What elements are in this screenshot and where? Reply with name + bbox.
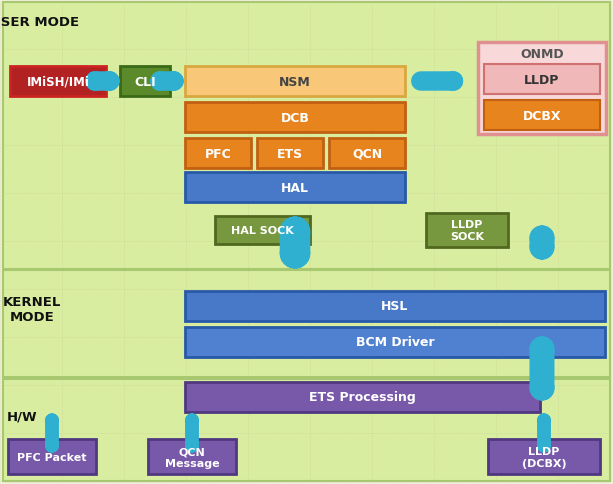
- Bar: [185, 327, 605, 357]
- Bar: [484, 65, 600, 95]
- Text: LLDP
SOCK: LLDP SOCK: [450, 220, 484, 242]
- Bar: [426, 213, 508, 247]
- Bar: [120, 67, 170, 97]
- Text: QCN
Message: QCN Message: [165, 446, 219, 468]
- Text: PFC: PFC: [205, 147, 231, 160]
- Text: DCB: DCB: [281, 111, 310, 124]
- Text: HAL: HAL: [281, 181, 309, 194]
- Bar: [488, 439, 600, 474]
- Bar: [185, 173, 405, 203]
- Bar: [3, 271, 610, 377]
- Bar: [215, 216, 310, 244]
- Bar: [257, 139, 323, 168]
- Bar: [329, 139, 405, 168]
- Bar: [3, 3, 610, 270]
- Text: USER MODE: USER MODE: [0, 16, 80, 30]
- Text: ONMD: ONMD: [520, 48, 564, 61]
- Text: BCM Driver: BCM Driver: [356, 336, 435, 349]
- Text: HAL SOCK: HAL SOCK: [230, 226, 294, 236]
- Text: HSL: HSL: [381, 300, 409, 313]
- Text: QCN: QCN: [352, 147, 382, 160]
- Bar: [185, 382, 540, 412]
- Bar: [185, 291, 605, 321]
- Bar: [185, 67, 405, 97]
- Text: ETS Processing: ETS Processing: [308, 391, 416, 404]
- Bar: [10, 67, 106, 97]
- Bar: [8, 439, 96, 474]
- Text: ETS: ETS: [277, 147, 303, 160]
- Text: PFC Packet: PFC Packet: [17, 452, 87, 462]
- Text: DCBX: DCBX: [523, 109, 562, 122]
- Bar: [148, 439, 236, 474]
- Text: LLDP: LLDP: [524, 74, 560, 86]
- Text: H/W: H/W: [7, 409, 37, 423]
- Text: IMiSH/IMi: IMiSH/IMi: [26, 76, 89, 88]
- Bar: [185, 103, 405, 133]
- Text: NSM: NSM: [279, 76, 311, 88]
- Bar: [3, 379, 610, 481]
- Bar: [185, 139, 251, 168]
- Text: CLI: CLI: [134, 76, 156, 88]
- Text: LLDP
(DCBX): LLDP (DCBX): [522, 446, 566, 468]
- Bar: [478, 43, 606, 135]
- Text: KERNEL
MODE: KERNEL MODE: [3, 295, 61, 323]
- Bar: [484, 101, 600, 131]
